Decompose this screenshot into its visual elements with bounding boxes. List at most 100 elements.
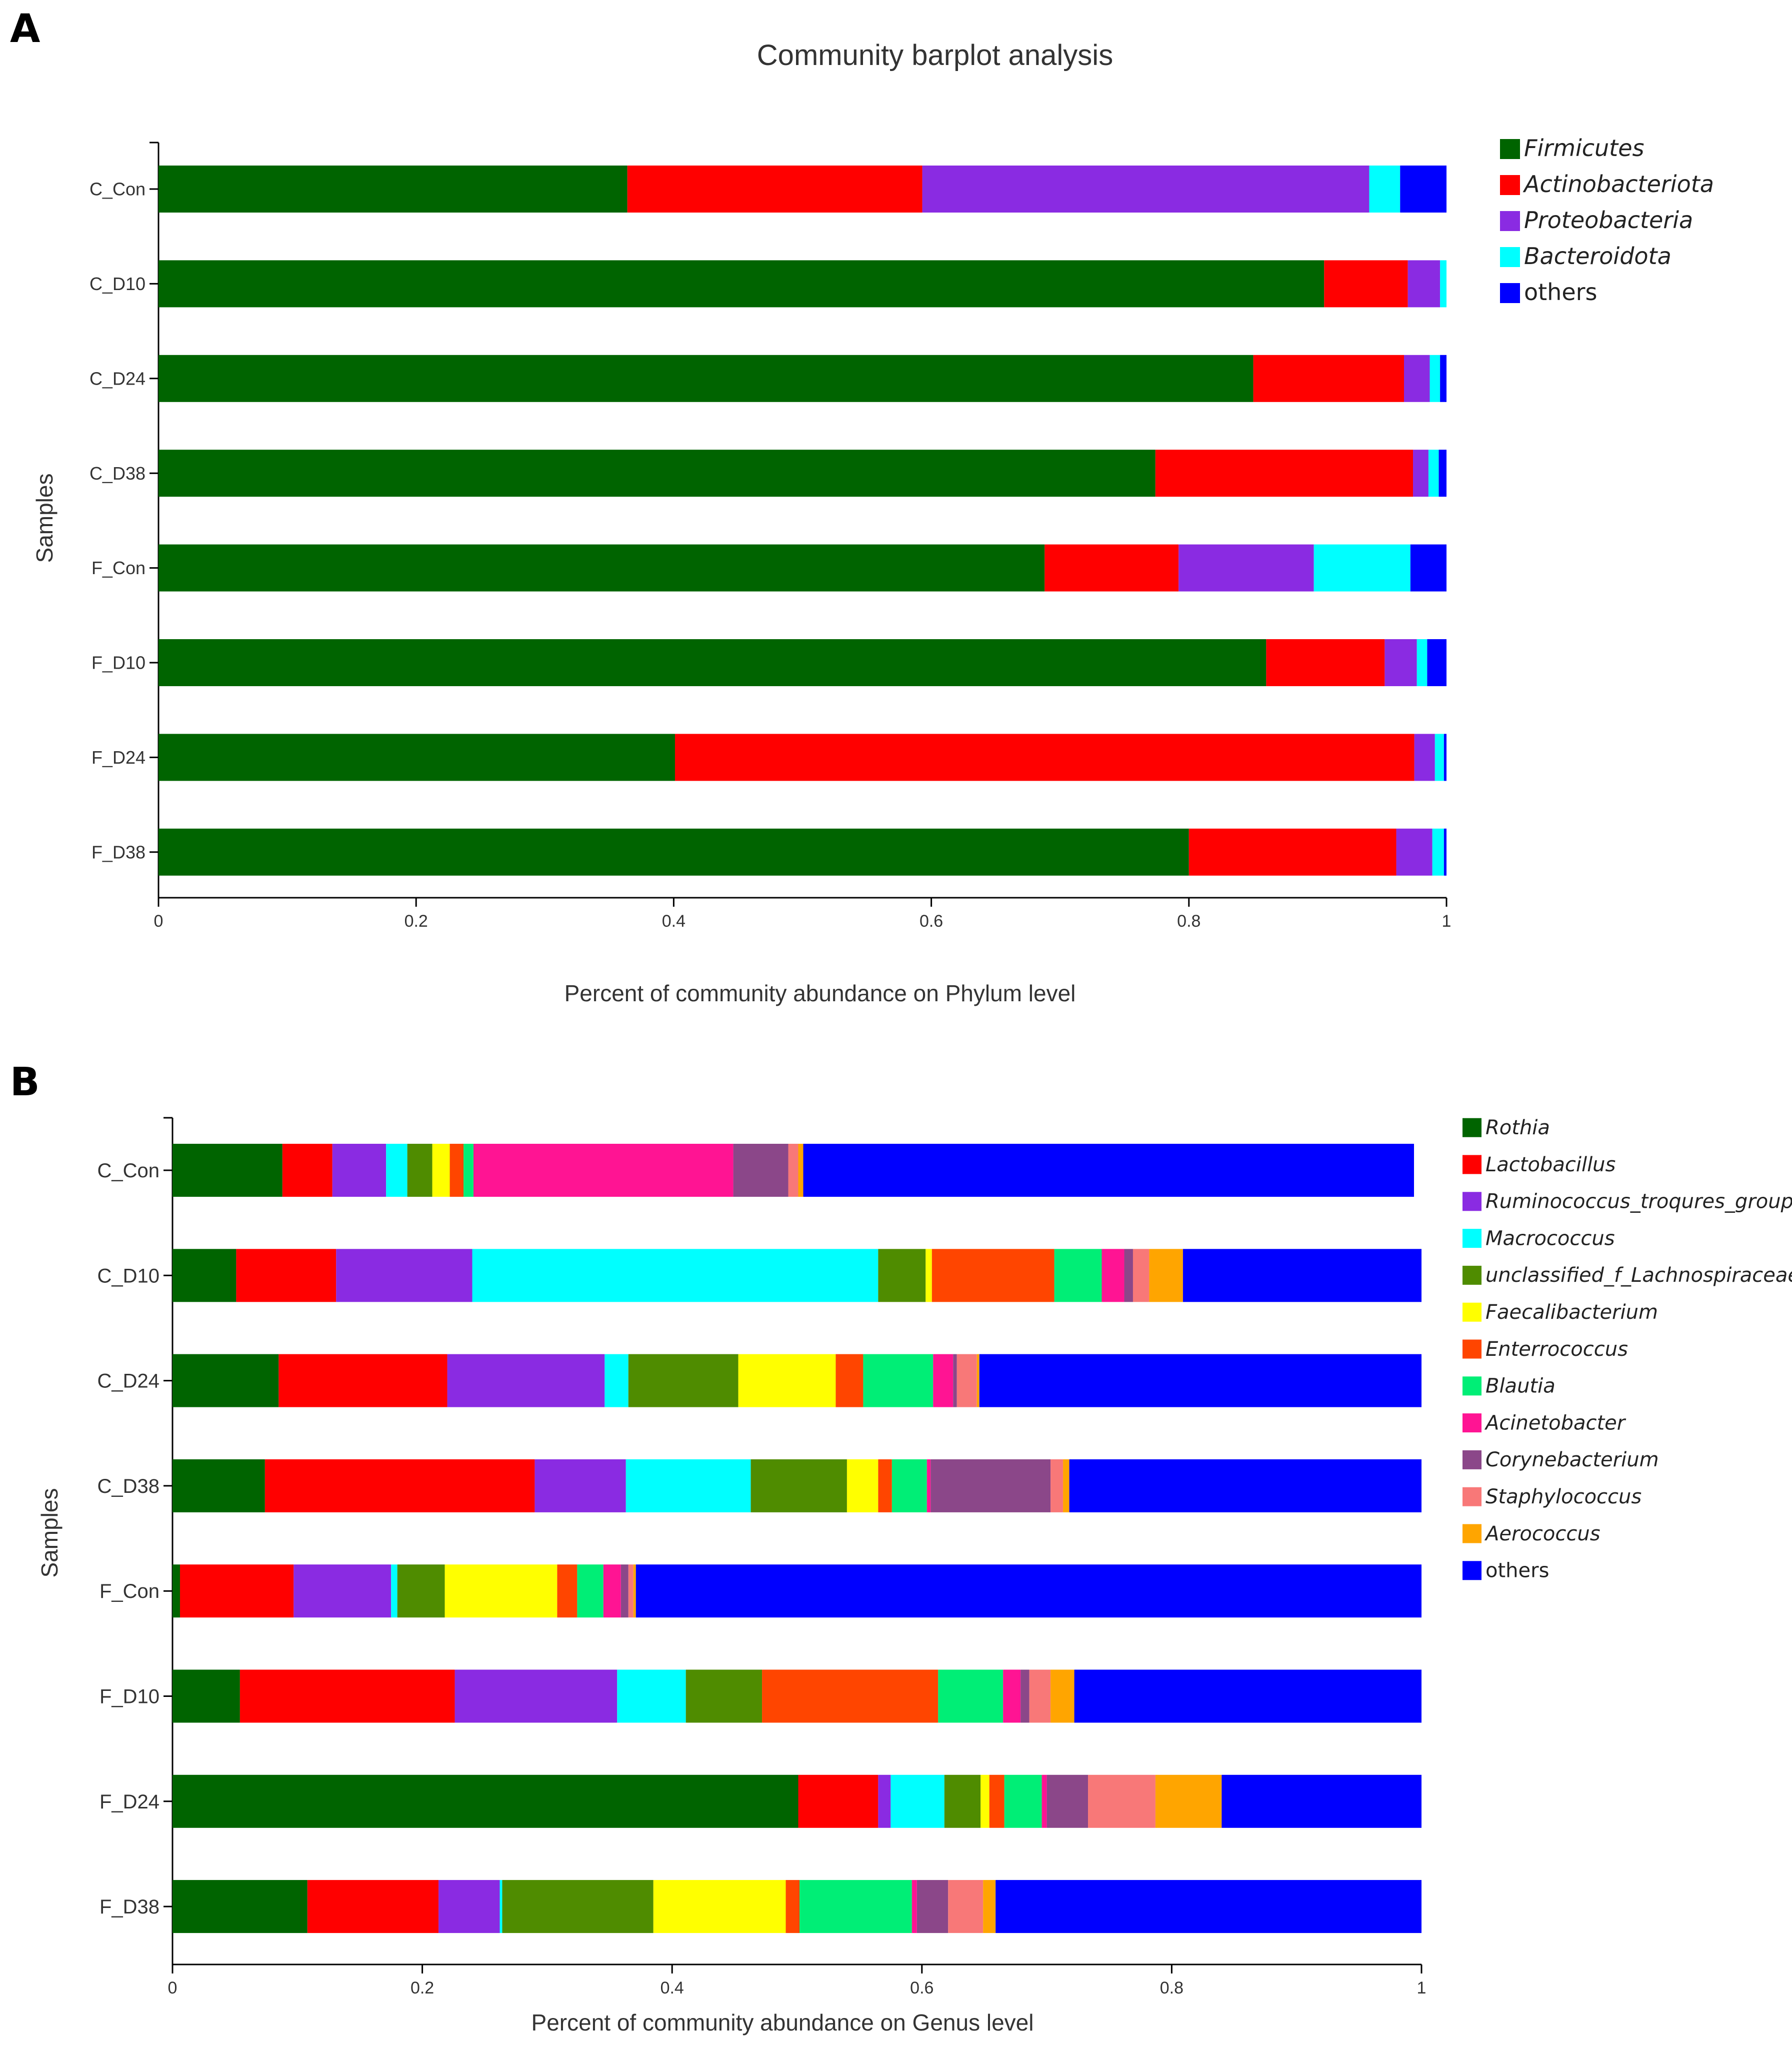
bar-segment: C_D38 / Acinetobacter: 0.003: [926, 1459, 931, 1512]
bar-segment: F_D38 / others: 0.002: [1444, 828, 1446, 876]
panel-a: A Community barplot analysis Samples Per…: [10, 7, 1714, 1006]
bar-segment: F_D10 / Firmicutes: 0.86: [158, 639, 1266, 686]
y-tick-label: C_Con: [90, 179, 146, 200]
bar-segment: C_Con / Blautia: 0.008: [464, 1144, 474, 1197]
legend-label: unclassified_f_Lachnospiraceae: [1486, 1264, 1792, 1287]
legend-label: Blautia: [1486, 1375, 1556, 1398]
legend-label: others: [1524, 279, 1598, 306]
x-tick-label: 0: [168, 1978, 178, 1997]
y-tick-label: C_D10: [97, 1265, 160, 1287]
bar-segment: F_D24 / Actinobacteriota: 0.574: [674, 734, 1414, 781]
bar-segment: C_D10 / Staphylococcus: 0.013: [1132, 1249, 1150, 1302]
y-tick-label: C_D10: [90, 274, 146, 294]
bar-segment: C_Con / Firmicutes: 0.364: [158, 166, 628, 213]
bar-segment: C_Con / Lactobacillus: 0.04: [282, 1144, 332, 1197]
bar-segment: F_D38 / Bacteroidota: 0.009: [1432, 828, 1444, 876]
bar-segment: C_Con / Ruminococcus_troqures_group: 0.0…: [332, 1144, 386, 1197]
legend-swatch: [1462, 1192, 1482, 1211]
bar-segment: F_Con / Ruminococcus_troqures_group: 0.0…: [294, 1564, 392, 1618]
y-tick-label: C_D38: [97, 1475, 160, 1497]
bar-segment: C_Con / others: 0.036: [1400, 166, 1446, 213]
bar-segment: F_D38 / Staphylococcus: 0.028: [948, 1880, 984, 1933]
bar-segment: C_D38 / Staphylococcus: 0.01: [1050, 1459, 1064, 1512]
bar-segment: C_D24 / Bacteroidota: 0.008: [1430, 355, 1440, 402]
legend-label: Rothia: [1486, 1116, 1550, 1139]
bar-segment: F_D10 / Lactobacillus: 0.172: [240, 1669, 455, 1723]
bar-segment: C_D24 / Proteobacteria: 0.02: [1404, 355, 1430, 402]
bar-segment: C_D10 / Corynebacterium: 0.007: [1124, 1249, 1133, 1302]
y-tick-label: C_D38: [90, 463, 146, 484]
y-tick-label: F_Con: [100, 1580, 160, 1602]
y-tick-label: F_D38: [100, 1896, 160, 1918]
bar-segment: C_D10 / unclassified_f_Lachnospiraceae: …: [878, 1249, 926, 1302]
legend-swatch: [1462, 1413, 1482, 1433]
bar-segment: F_D38 / Firmicutes: 0.8: [158, 828, 1189, 876]
legend-swatch: [1462, 1118, 1482, 1137]
legend-swatch: [1462, 1524, 1482, 1543]
bar-segment: F_Con / Firmicutes: 0.688: [158, 544, 1045, 592]
bar-segment: C_D24 / Ruminococcus_troqures_group: 0.1…: [447, 1354, 605, 1407]
bar-segment: F_D24 / Firmicutes: 0.401: [158, 734, 675, 781]
legend-label: Proteobacteria: [1524, 207, 1693, 234]
bar-segment: F_D10 / Acinetobacter: 0.014: [1003, 1669, 1021, 1723]
bar-segment: F_D24 / Ruminococcus_troqures_group: 0.0…: [878, 1774, 891, 1828]
x-tick-label: 0.4: [660, 1978, 684, 1997]
bar-segment: C_D38 / Aerococcus: 0.005: [1063, 1459, 1070, 1512]
bar-segment: C_D38 / others: 0.006: [1438, 450, 1446, 497]
bar-segment: C_D38 / Ruminococcus_troqures_group: 0.0…: [534, 1459, 626, 1512]
panel-b-legend: Rothia Lactobacillus Ruminococcus_troqures…: [1462, 1116, 1792, 1582]
y-tick-label: C_Con: [97, 1160, 160, 1182]
bar-segment: C_Con / Macrococcus: 0.017: [386, 1144, 408, 1197]
legend-label: Bacteroidota: [1524, 243, 1672, 270]
x-tick-label: 0.4: [662, 912, 686, 931]
legend-swatch: [1500, 211, 1520, 231]
bar-segment: F_D24 / Corynebacterium: 0.033: [1046, 1774, 1088, 1828]
bar-segment: C_D38 / unclassified_f_Lachnospiraceae: …: [750, 1459, 847, 1512]
x-tick-label: 0.8: [1177, 912, 1200, 931]
bar-segment: F_D38 / Actinobacteriota: 0.161: [1188, 828, 1396, 876]
bar-segment: F_Con / others: 0.028: [1410, 544, 1446, 592]
bar-segment: F_D38 / Lactobacillus: 0.105: [307, 1880, 439, 1933]
bar-segment: C_Con / Staphylococcus: 0.008: [788, 1144, 798, 1197]
legend-label: Ruminococcus_troqures_group: [1486, 1190, 1792, 1213]
bar-segment: F_D38 / others: 0.341: [996, 1880, 1422, 1933]
bar-segment: C_D10 / others: 0.191: [1182, 1249, 1422, 1302]
legend-swatch: [1500, 139, 1520, 159]
bar-segment: F_D10 / Enterrococcus: 0.141: [762, 1669, 938, 1723]
bar-segment: F_D38 / Enterrococcus: 0.011: [786, 1880, 800, 1933]
bar-segment: C_D10 / Faecalibacterium: 0.005: [926, 1249, 932, 1302]
bar-segment: F_D10 / Staphylococcus: 0.017: [1029, 1669, 1051, 1723]
legend-label: Aerococcus: [1484, 1522, 1600, 1545]
bar-segment: F_D24 / Aerococcus: 0.053: [1155, 1774, 1222, 1828]
panel-a-legend: Firmicutes Actinobacteriota Proteobacteria…: [1500, 135, 1714, 306]
y-tick-label: F_D38: [92, 842, 146, 862]
bar-segment: F_D38 / Rothia: 0.108: [172, 1880, 308, 1933]
bar-segment: F_D38 / Acinetobacter: 0.004: [912, 1880, 917, 1933]
bar-segment: F_Con / Blautia: 0.021: [577, 1564, 604, 1618]
bar-segment: F_D24 / Lactobacillus: 0.064: [798, 1774, 878, 1828]
bar-segment: F_D10 / Ruminococcus_troqures_group: 0.1…: [454, 1669, 618, 1723]
bar-segment: F_Con / Bacteroidota: 0.075: [1314, 544, 1410, 592]
legend-label: Acinetobacter: [1484, 1411, 1626, 1434]
y-tick-label: F_D10: [92, 653, 146, 673]
bar-segment: C_D10 / Rothia: 0.051: [172, 1249, 236, 1302]
bar-segment: F_Con / Rothia: 0.006: [172, 1564, 180, 1618]
legend-swatch: [1462, 1450, 1482, 1469]
legend-swatch: [1500, 175, 1520, 195]
bar-segment: C_D38 / Lactobacillus: 0.216: [264, 1459, 535, 1512]
legend-swatch: [1462, 1229, 1482, 1248]
bar-segment: C_D24 / Rothia: 0.085: [172, 1354, 279, 1407]
bar-segment: C_Con / Aerococcus: 0.004: [798, 1144, 804, 1197]
bar-segment: F_Con / Proteobacteria: 0.105: [1178, 544, 1314, 592]
bar-segment: F_D24 / Faecalibacterium: 0.007: [980, 1774, 990, 1828]
legend-swatch: [1462, 1487, 1482, 1506]
bar-segment: C_D24 / Lactobacillus: 0.135: [278, 1354, 448, 1407]
bar-segment: F_D10 / others: 0.015: [1427, 639, 1446, 686]
x-tick-label: 0: [154, 912, 164, 931]
bar-segment: C_D38 / Rothia: 0.074: [172, 1459, 265, 1512]
bar-segment: C_D10 / Firmicutes: 0.905: [158, 260, 1324, 308]
bar-segment: F_D10 / Blautia: 0.052: [938, 1669, 1004, 1723]
bar-segment: F_D38 / Ruminococcus_troqures_group: 0.0…: [438, 1880, 500, 1933]
bar-segment: C_Con / Bacteroidota: 0.024: [1369, 166, 1400, 213]
bar-segment: F_D10 / Bacteroidota: 0.008: [1416, 639, 1428, 686]
